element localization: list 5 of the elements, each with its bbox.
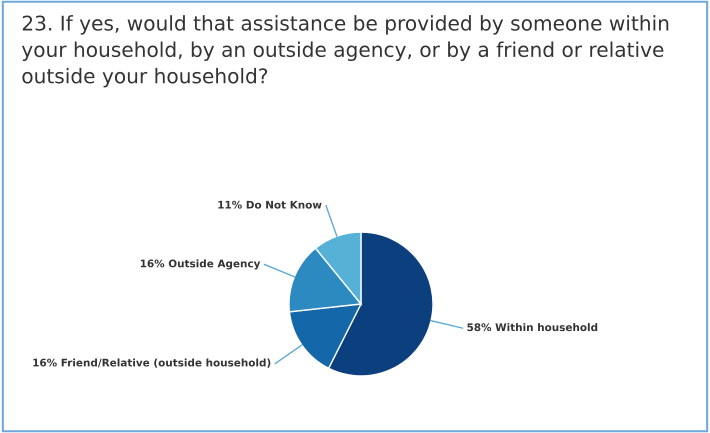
slice-label: 58% Within household bbox=[467, 323, 598, 332]
slice-label: 11% Do Not Know bbox=[218, 200, 322, 209]
chart-title: 23. If yes, would that assistance be provided by someone within your household, by an outside agency, or by a friend or relative outside your household? bbox=[22, 15, 668, 88]
slice-label: 16% Outside Agency bbox=[140, 259, 260, 270]
slice-label: 16% Friend/Relative (outside household) bbox=[33, 358, 270, 368]
